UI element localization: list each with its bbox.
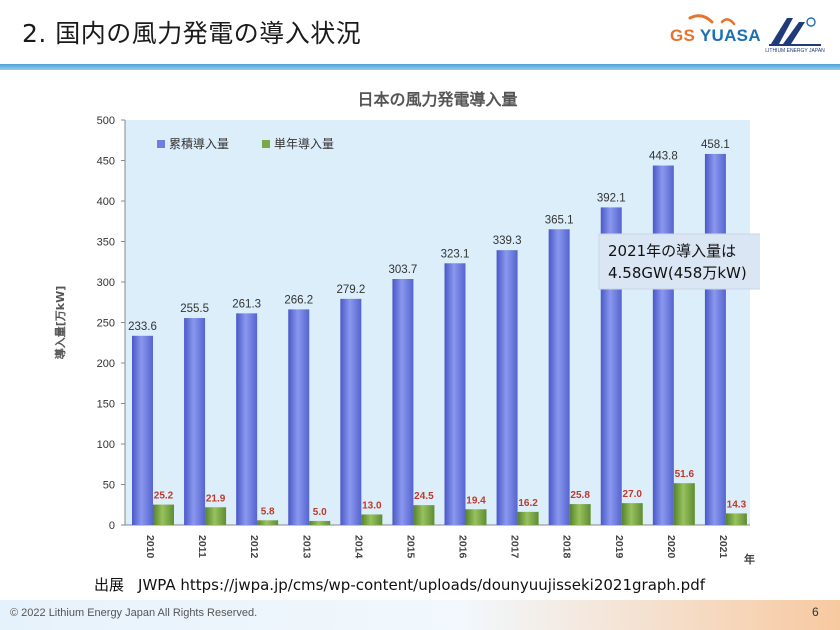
data-label-annual: 16.2	[518, 498, 538, 509]
data-label-cumulative: 339.3	[493, 235, 522, 247]
gs-yuasa-wordmark: GS YUASA	[670, 26, 761, 45]
x-tick-label: 2020	[665, 535, 677, 559]
x-tick-label: 2010	[144, 535, 156, 559]
y-tick-label: 150	[97, 399, 115, 411]
chart-container: 日本の風力発電導入量 0 50 100 150 200 250 300 350 400 450 500…	[50, 82, 799, 572]
annotation-line2: 4.58GW(458万kW)	[608, 264, 747, 282]
y-tick-label: 500	[97, 115, 115, 127]
lej-caption: LITHIUM ENERGY JAPAN	[765, 48, 825, 54]
data-label-annual: 51.6	[675, 469, 695, 480]
data-label-cumulative: 233.6	[128, 321, 157, 333]
y-tick-label: 450	[97, 156, 115, 168]
slide-title: 2. 国内の風力発電の導入状況	[22, 19, 362, 48]
bar-annual	[153, 504, 174, 525]
header-divider	[0, 64, 840, 70]
x-tick-label: 2021	[717, 535, 729, 559]
bar-cumulative	[184, 318, 206, 525]
bar-cumulative	[652, 165, 674, 525]
data-label-cumulative: 458.1	[701, 139, 730, 151]
x-tick-label: 2016	[457, 535, 469, 559]
x-tick-label: 2011	[196, 535, 208, 558]
data-label-cumulative: 266.2	[284, 294, 313, 306]
bar-annual	[725, 513, 747, 525]
data-label-annual: 5.8	[261, 506, 275, 517]
data-label-cumulative: 255.5	[180, 303, 209, 315]
bar-annual	[361, 514, 383, 525]
bar-annual	[205, 507, 227, 525]
bar-annual	[309, 520, 331, 525]
bar-cumulative	[236, 313, 258, 525]
bar-cumulative	[340, 298, 362, 525]
x-tick-label: 2019	[613, 535, 625, 559]
bar-annual	[257, 520, 279, 525]
y-tick-label: 400	[97, 196, 115, 208]
data-label-cumulative: 365.1	[545, 214, 574, 226]
data-label-annual: 25.8	[570, 490, 590, 501]
bar-annual	[569, 504, 591, 525]
lej-logo: LITHIUM ENERGY JAPAN	[765, 14, 825, 58]
y-tick-label: 350	[97, 237, 115, 249]
page-number: 6	[812, 605, 819, 619]
data-label-cumulative: 392.1	[597, 192, 626, 204]
y-tick-label: 250	[97, 318, 115, 330]
legend-label-annual: 単年導入量	[274, 137, 334, 151]
bar-cumulative	[548, 229, 570, 526]
x-tick-label: 2012	[248, 535, 260, 559]
source-label: 出展	[94, 576, 125, 594]
y-tick-label: 200	[97, 358, 115, 370]
bar-annual	[465, 509, 487, 525]
bar-cumulative	[132, 335, 153, 525]
legend-label-cumulative: 累積導入量	[169, 136, 229, 151]
y-tick-label: 0	[109, 520, 115, 532]
bar-cumulative	[444, 263, 466, 525]
bar-annual	[517, 511, 539, 525]
data-label-annual: 21.9	[206, 493, 226, 504]
data-label-annual: 19.4	[466, 495, 486, 506]
y-tick-label: 100	[97, 439, 115, 451]
gs-yuasa-swoosh-icon	[688, 14, 736, 26]
wind-power-chart: 日本の風力発電導入量 0 50 100 150 200 250 300 350 400 450 500…	[53, 90, 799, 566]
data-label-annual: 5.0	[313, 507, 327, 518]
x-tick-label: 2018	[561, 535, 573, 559]
footer-bar	[0, 600, 840, 630]
data-label-cumulative: 303.7	[389, 264, 418, 276]
bar-cumulative	[496, 250, 518, 526]
bar-annual	[413, 505, 435, 525]
legend-swatch-cumulative	[157, 140, 165, 148]
bar-annual	[621, 503, 643, 525]
source-citation: 出展 JWPA https://jwpa.jp/cms/wp-content/up…	[94, 574, 705, 595]
x-axis-unit: 年	[744, 552, 755, 566]
bar-cumulative	[392, 279, 414, 525]
data-label-cumulative: 279.2	[336, 284, 365, 296]
y-axis-label: 導入量[万kW]	[53, 286, 67, 360]
bar-cumulative	[288, 309, 310, 525]
annotation-line1: 2021年の導入量は	[608, 242, 736, 260]
x-tick-label: 2013	[300, 535, 312, 559]
data-label-cumulative: 323.1	[441, 248, 470, 260]
gs-yuasa-logo: GS YUASA	[660, 14, 761, 54]
chart-title: 日本の風力発電導入量	[357, 90, 517, 109]
legend-swatch-annual	[262, 140, 270, 148]
y-tick-label: 300	[97, 277, 115, 289]
data-label-cumulative: 261.3	[232, 298, 261, 310]
data-label-annual: 13.0	[362, 500, 382, 511]
x-tick-label: 2017	[509, 535, 521, 559]
copyright: © 2022 Lithium Energy Japan All Rights R…	[10, 607, 258, 619]
data-label-annual: 24.5	[414, 491, 434, 502]
data-label-annual: 14.3	[727, 499, 747, 510]
x-tick-label: 2014	[352, 535, 364, 559]
x-tick-label: 2015	[404, 535, 416, 559]
source-url[interactable]: JWPA https://jwpa.jp/cms/wp-content/uplo…	[138, 576, 706, 594]
y-tick-label: 50	[103, 480, 115, 492]
data-label-annual: 25.2	[154, 491, 174, 502]
bar-annual	[673, 483, 695, 525]
lej-mark-icon	[769, 17, 821, 46]
data-label-cumulative: 443.8	[649, 151, 678, 163]
plot-area	[125, 120, 750, 525]
bar-cumulative	[704, 153, 726, 525]
data-label-annual: 27.0	[623, 489, 643, 500]
